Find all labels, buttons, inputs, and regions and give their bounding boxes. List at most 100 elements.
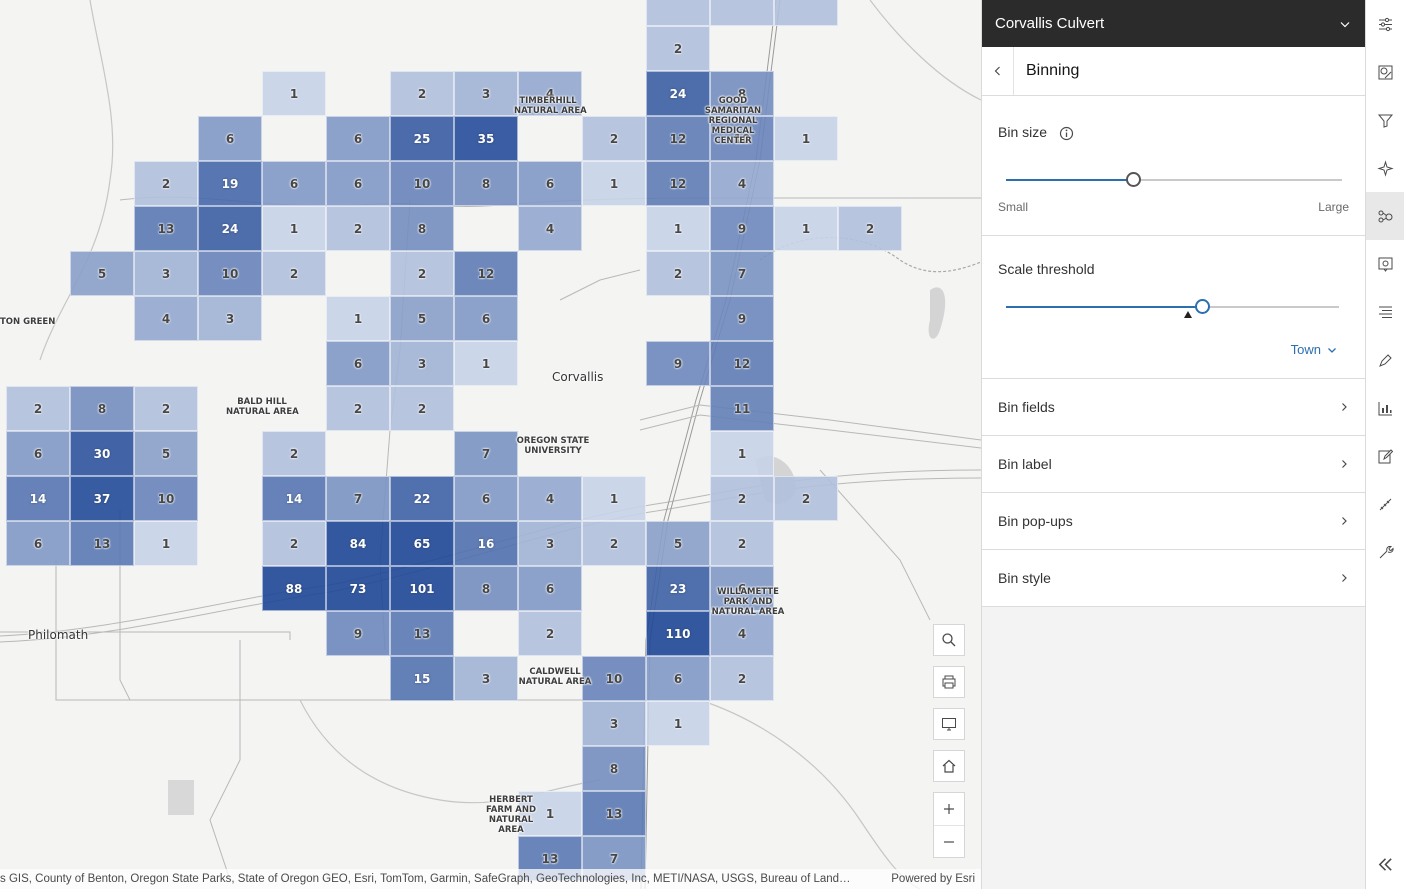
attribution-text[interactable]: s GIS, County of Benton, Oregon State Pa… <box>0 873 851 885</box>
bin-cell[interactable]: 1 <box>774 116 838 161</box>
bin-cell[interactable]: 4 <box>710 161 774 206</box>
bin-cell[interactable]: 11 <box>710 386 774 431</box>
bin-cell[interactable]: 3 <box>454 656 518 701</box>
bin-cell[interactable]: 9 <box>646 341 710 386</box>
bin-cell[interactable]: 101 <box>390 566 454 611</box>
bin-cell[interactable]: 15 <box>390 656 454 701</box>
bin-cell[interactable]: 10 <box>134 476 198 521</box>
bin-label-row[interactable]: Bin label <box>982 436 1365 493</box>
bin-cell[interactable]: 3 <box>390 341 454 386</box>
fullscreen-button[interactable] <box>933 708 965 740</box>
bin-cell[interactable]: 2 <box>134 386 198 431</box>
bin-cell[interactable]: 1 <box>454 341 518 386</box>
bin-cell[interactable]: 1 <box>134 521 198 566</box>
bin-cell[interactable]: 13 <box>70 521 134 566</box>
bin-cell[interactable]: 2 <box>710 476 774 521</box>
bin-cell[interactable]: 8 <box>454 566 518 611</box>
bin-cell[interactable]: 2 <box>262 431 326 476</box>
bin-cell[interactable]: 2 <box>390 386 454 431</box>
bin-cell[interactable]: 2 <box>6 386 70 431</box>
popups-button[interactable] <box>1366 240 1404 288</box>
bin-cell[interactable]: 5 <box>646 521 710 566</box>
bin-cell[interactable]: 1 <box>582 161 646 206</box>
chevron-down-icon[interactable] <box>1339 18 1351 30</box>
powered-by-esri[interactable]: Powered by Esri <box>891 873 975 885</box>
bin-cell[interactable]: 5 <box>134 431 198 476</box>
bin-cell[interactable]: 2 <box>582 116 646 161</box>
aggregation-button[interactable] <box>1366 192 1404 240</box>
bin-cell[interactable]: 2 <box>390 71 454 116</box>
sketch-button[interactable] <box>1366 336 1404 384</box>
bin-cell[interactable]: 1 <box>262 206 326 251</box>
scale-threshold-slider[interactable] <box>1006 299 1339 318</box>
map-view[interactable]: 2 1 2 3 4 24 8 6 6 25 35 2 12 10 1 2 19 6 6 10 8 6 1 12 4 13 24 1 2 8… <box>0 0 981 889</box>
configure-button[interactable] <box>1366 528 1404 576</box>
bin-cell[interactable]: 4 <box>518 71 582 116</box>
bin-cell[interactable]: 8 <box>390 206 454 251</box>
bin-cell[interactable]: 6 <box>518 566 582 611</box>
print-button[interactable] <box>933 666 965 698</box>
bin-cell[interactable]: 2 <box>262 521 326 566</box>
bin-cell[interactable]: 2 <box>326 386 390 431</box>
bin-cell[interactable]: 30 <box>70 431 134 476</box>
bin-cell[interactable]: 1 <box>326 296 390 341</box>
bin-cell[interactable]: 3 <box>134 251 198 296</box>
bin-cell[interactable]: 84 <box>326 521 390 566</box>
filter-button[interactable] <box>1366 96 1404 144</box>
panel-header[interactable]: Corvallis Culvert <box>982 0 1365 47</box>
bin-cell[interactable]: 6 <box>6 431 70 476</box>
bin-cell[interactable]: 110 <box>646 611 710 656</box>
bin-cell[interactable]: 8 <box>710 71 774 116</box>
bin-cell[interactable]: 12 <box>710 341 774 386</box>
bin-cell[interactable]: 35 <box>454 116 518 161</box>
collapse-panel-button[interactable] <box>1366 840 1404 888</box>
bin-cell[interactable]: 4 <box>710 611 774 656</box>
bin-cell[interactable]: 6 <box>6 521 70 566</box>
bin-size-thumb[interactable] <box>1126 172 1142 187</box>
bin-cell[interactable]: 24 <box>198 206 262 251</box>
bin-cell[interactable]: 9 <box>710 296 774 341</box>
bin-cell[interactable]: 2 <box>710 656 774 701</box>
bin-cell[interactable]: 25 <box>390 116 454 161</box>
bin-cell[interactable]: 5 <box>390 296 454 341</box>
bin-cell[interactable]: 6 <box>646 656 710 701</box>
bin-cell[interactable]: 7 <box>710 251 774 296</box>
bin-cell[interactable]: 6 <box>326 116 390 161</box>
measure-button[interactable] <box>1366 480 1404 528</box>
scale-dropdown[interactable]: Town <box>1291 342 1337 357</box>
bin-cell[interactable]: 3 <box>518 521 582 566</box>
bin-cell[interactable]: 1 <box>710 431 774 476</box>
bin-cell[interactable]: 7 <box>454 431 518 476</box>
bin-cell[interactable]: 6 <box>326 161 390 206</box>
bin-cell[interactable] <box>774 0 838 26</box>
bin-cell[interactable]: 13 <box>582 791 646 836</box>
bin-cell[interactable]: 2 <box>262 251 326 296</box>
bin-cell[interactable]: 1 <box>646 701 710 746</box>
info-icon[interactable] <box>1059 126 1074 141</box>
bin-cell[interactable]: 6 <box>454 296 518 341</box>
bin-cell[interactable]: 6 <box>198 116 262 161</box>
bin-cell[interactable]: 8 <box>582 746 646 791</box>
bin-cell[interactable]: 22 <box>390 476 454 521</box>
bin-cell[interactable]: 12 <box>646 116 710 161</box>
effects-button[interactable] <box>1366 144 1404 192</box>
bin-cell[interactable]: 12 <box>454 251 518 296</box>
bin-cell[interactable]: 88 <box>262 566 326 611</box>
bin-cell[interactable]: 19 <box>198 161 262 206</box>
bin-cell[interactable]: 1 <box>646 206 710 251</box>
styles-button[interactable] <box>1366 48 1404 96</box>
bin-cell[interactable]: 8 <box>454 161 518 206</box>
home-button[interactable] <box>933 750 965 782</box>
bin-cell[interactable]: 7 <box>326 476 390 521</box>
bin-size-slider[interactable] <box>1006 172 1342 188</box>
bin-fields-row[interactable]: Bin fields <box>982 379 1365 436</box>
bin-cell[interactable]: 3 <box>198 296 262 341</box>
zoom-in-button[interactable] <box>934 793 964 825</box>
bin-cell[interactable]: 6 <box>710 566 774 611</box>
bin-cell[interactable]: 2 <box>774 476 838 521</box>
bin-cell[interactable]: 2 <box>390 251 454 296</box>
bin-cell[interactable]: 13 <box>390 611 454 656</box>
scale-threshold-thumb[interactable] <box>1194 299 1210 314</box>
bin-cell[interactable]: 12 <box>646 161 710 206</box>
bin-style-row[interactable]: Bin style <box>982 550 1365 607</box>
